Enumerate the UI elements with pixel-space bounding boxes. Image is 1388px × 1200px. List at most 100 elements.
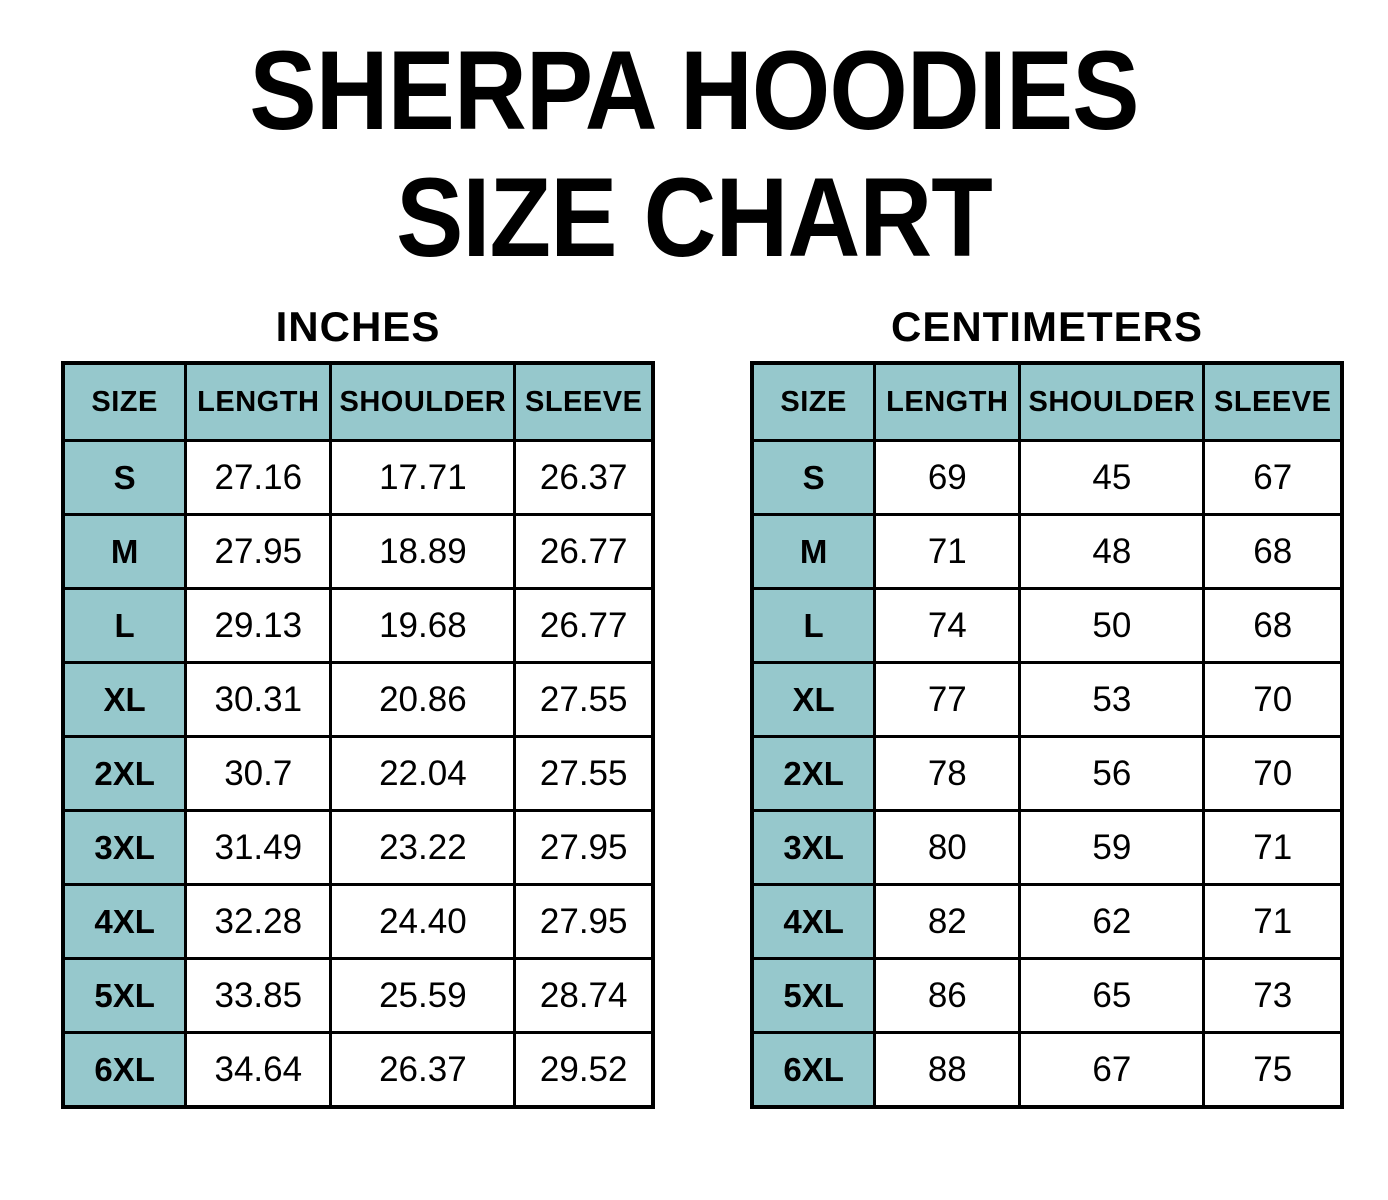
value-cell: 22.04 xyxy=(329,735,517,813)
table-row: XL 77 53 70 xyxy=(750,661,1344,739)
size-cell: XL xyxy=(750,661,877,739)
value-cell: 62 xyxy=(1018,883,1206,961)
value-cell: 27.55 xyxy=(513,735,655,813)
value-cell: 29.13 xyxy=(184,587,333,665)
value-cell: 31.49 xyxy=(184,809,333,887)
value-cell: 88 xyxy=(873,1031,1022,1109)
value-cell: 26.77 xyxy=(513,587,655,665)
value-cell: 27.95 xyxy=(513,883,655,961)
page-title-line-2: SIZE CHART xyxy=(396,154,993,280)
value-cell: 34.64 xyxy=(184,1031,333,1109)
header-row: SIZE LENGTH SHOULDER SLEEVE xyxy=(61,361,655,443)
size-cell: XL xyxy=(61,661,188,739)
value-cell: 74 xyxy=(873,587,1022,665)
centimeters-unit-label: CENTIMETERS xyxy=(890,303,1203,351)
size-cell: 4XL xyxy=(750,883,877,961)
size-cell: L xyxy=(750,587,877,665)
value-cell: 71 xyxy=(1202,809,1344,887)
column-header-size: SIZE xyxy=(61,361,188,443)
value-cell: 29.52 xyxy=(513,1031,655,1109)
value-cell: 77 xyxy=(873,661,1022,739)
value-cell: 19.68 xyxy=(329,587,517,665)
size-cell: 6XL xyxy=(61,1031,188,1109)
table-row: 4XL 32.28 24.40 27.95 xyxy=(61,883,655,961)
value-cell: 71 xyxy=(1202,883,1344,961)
table-row: 4XL 82 62 71 xyxy=(750,883,1344,961)
value-cell: 30.31 xyxy=(184,661,333,739)
table-row: M 27.95 18.89 26.77 xyxy=(61,513,655,591)
value-cell: 68 xyxy=(1202,513,1344,591)
column-header-length: LENGTH xyxy=(873,361,1022,443)
value-cell: 67 xyxy=(1018,1031,1206,1109)
value-cell: 27.95 xyxy=(184,513,333,591)
centimeters-table-section: CENTIMETERS SIZE LENGTH SHOULDER SLEEVE S 69… xyxy=(750,303,1344,1110)
value-cell: 82 xyxy=(873,883,1022,961)
table-row: 6XL 88 67 75 xyxy=(750,1031,1344,1109)
value-cell: 28.74 xyxy=(513,957,655,1035)
value-cell: 68 xyxy=(1202,587,1344,665)
value-cell: 70 xyxy=(1202,661,1344,739)
table-row: 3XL 31.49 23.22 27.95 xyxy=(61,809,655,887)
inches-table-section: INCHES SIZE LENGTH SHOULDER SLEEVE S 27.16 17… xyxy=(61,303,655,1110)
value-cell: 33.85 xyxy=(184,957,333,1035)
table-row: XL 30.31 20.86 27.55 xyxy=(61,661,655,739)
table-row: S 69 45 67 xyxy=(750,439,1344,517)
value-cell: 26.77 xyxy=(513,513,655,591)
table-row: L 29.13 19.68 26.77 xyxy=(61,587,655,665)
value-cell: 18.89 xyxy=(329,513,517,591)
value-cell: 73 xyxy=(1202,957,1344,1035)
value-cell: 80 xyxy=(873,809,1022,887)
size-cell: M xyxy=(61,513,188,591)
value-cell: 23.22 xyxy=(329,809,517,887)
value-cell: 17.71 xyxy=(329,439,517,517)
table-row: 6XL 34.64 26.37 29.52 xyxy=(61,1031,655,1109)
table-row: 3XL 80 59 71 xyxy=(750,809,1344,887)
value-cell: 27.55 xyxy=(513,661,655,739)
size-cell: 3XL xyxy=(750,809,877,887)
value-cell: 25.59 xyxy=(329,957,517,1035)
value-cell: 71 xyxy=(873,513,1022,591)
table-row: 5XL 33.85 25.59 28.74 xyxy=(61,957,655,1035)
value-cell: 32.28 xyxy=(184,883,333,961)
size-cell: 5XL xyxy=(61,957,188,1035)
value-cell: 24.40 xyxy=(329,883,517,961)
size-cell: S xyxy=(750,439,877,517)
size-cell: 5XL xyxy=(750,957,877,1035)
size-cell: 2XL xyxy=(750,735,877,813)
size-cell: L xyxy=(61,587,188,665)
size-cell: 3XL xyxy=(61,809,188,887)
value-cell: 78 xyxy=(873,735,1022,813)
value-cell: 30.7 xyxy=(184,735,333,813)
value-cell: 26.37 xyxy=(513,439,655,517)
value-cell: 75 xyxy=(1202,1031,1344,1109)
size-cell: 6XL xyxy=(750,1031,877,1109)
size-cell: M xyxy=(750,513,877,591)
column-header-sleeve: SLEEVE xyxy=(1202,361,1344,443)
table-row: 2XL 78 56 70 xyxy=(750,735,1344,813)
value-cell: 67 xyxy=(1202,439,1344,517)
column-header-shoulder: SHOULDER xyxy=(1018,361,1206,443)
inches-unit-label: INCHES xyxy=(275,303,441,351)
size-cell: 2XL xyxy=(61,735,188,813)
value-cell: 70 xyxy=(1202,735,1344,813)
value-cell: 27.95 xyxy=(513,809,655,887)
table-row: M 71 48 68 xyxy=(750,513,1344,591)
table-row: L 74 50 68 xyxy=(750,587,1344,665)
page-title: SHERPA HOODIES SIZE CHART xyxy=(69,0,1318,281)
tables-row: INCHES SIZE LENGTH SHOULDER SLEEVE S 27.16 17… xyxy=(0,303,1388,1110)
value-cell: 69 xyxy=(873,439,1022,517)
value-cell: 26.37 xyxy=(329,1031,517,1109)
centimeters-size-table: SIZE LENGTH SHOULDER SLEEVE S 69 45 67 M 71 48 68 L… xyxy=(750,361,1344,1110)
column-header-shoulder: SHOULDER xyxy=(329,361,517,443)
value-cell: 65 xyxy=(1018,957,1206,1035)
value-cell: 50 xyxy=(1018,587,1206,665)
column-header-sleeve: SLEEVE xyxy=(513,361,655,443)
value-cell: 53 xyxy=(1018,661,1206,739)
value-cell: 59 xyxy=(1018,809,1206,887)
header-row: SIZE LENGTH SHOULDER SLEEVE xyxy=(750,361,1344,443)
column-header-size: SIZE xyxy=(750,361,877,443)
value-cell: 86 xyxy=(873,957,1022,1035)
table-row: S 27.16 17.71 26.37 xyxy=(61,439,655,517)
size-cell: S xyxy=(61,439,188,517)
size-cell: 4XL xyxy=(61,883,188,961)
